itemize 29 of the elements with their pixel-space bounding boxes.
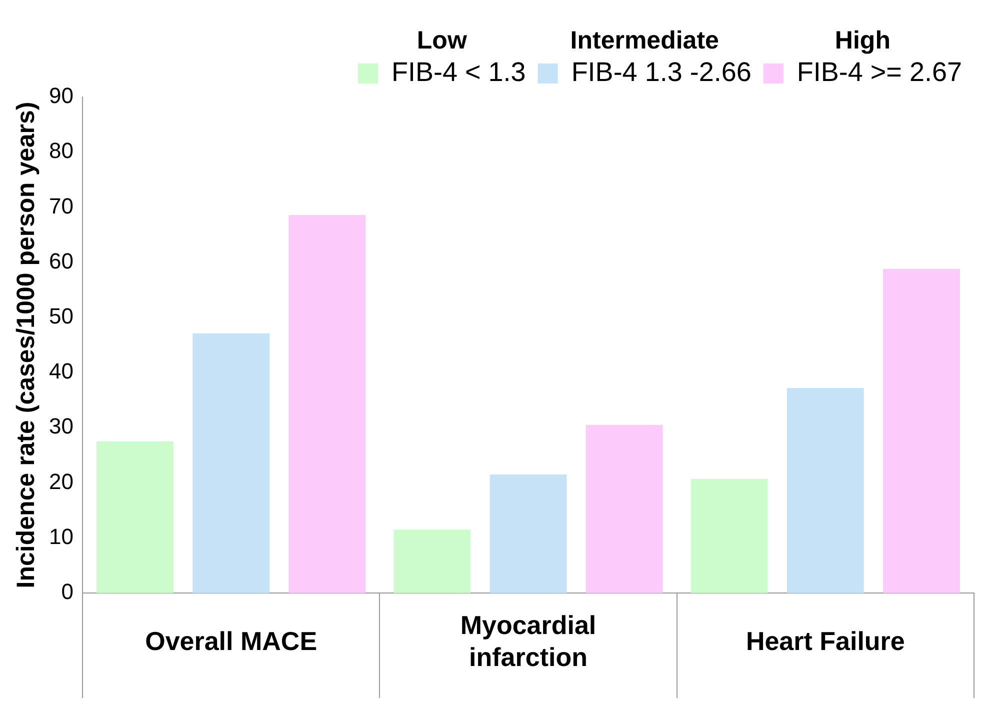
y-tick-label: 40	[48, 358, 74, 384]
bar	[192, 333, 270, 593]
x-tick-label: Heart Failure	[746, 626, 905, 656]
bar	[586, 424, 663, 593]
y-tick-label: 60	[48, 248, 74, 274]
text: Intermediate	[570, 26, 720, 54]
bar	[690, 478, 768, 593]
y-tick-label: 90	[48, 83, 74, 108]
y-tick-label: 30	[48, 414, 74, 439]
legend-label: FIB-4 < 1.3	[392, 56, 526, 87]
y-tick-label: 10	[48, 524, 74, 549]
text: Low	[416, 26, 468, 54]
x-tick-label: Myocardial infarction	[460, 610, 596, 672]
legend-label: FIB-4 >= 2.67	[796, 56, 962, 87]
bar	[96, 441, 174, 593]
text: High	[834, 26, 890, 54]
bar	[288, 214, 366, 593]
bar	[394, 530, 471, 593]
y-tick-label: 80	[48, 138, 74, 164]
y-tick-label: 70	[48, 193, 74, 218]
y-tick-label: 50	[48, 304, 74, 329]
bar	[883, 268, 960, 593]
x-tick-label: Overall MACE	[145, 626, 318, 656]
y-tick-label: 0	[61, 579, 74, 604]
y-axis-title: Incidence rate (cases/1000 person years)	[12, 102, 40, 588]
legend-label: FIB-4 1.3 -2.66	[571, 56, 752, 87]
bar	[786, 388, 864, 593]
bar	[490, 474, 567, 593]
y-tick-label: 20	[48, 468, 74, 494]
